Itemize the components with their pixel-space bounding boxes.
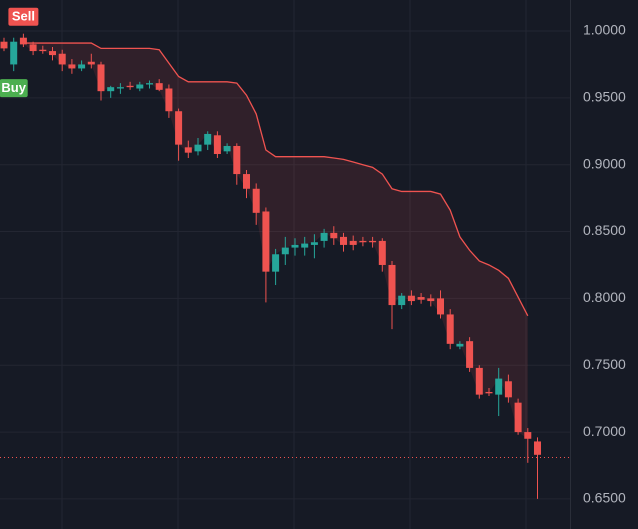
candle-body <box>514 402 522 433</box>
candle-body <box>456 343 464 347</box>
candle-body <box>146 83 153 85</box>
candle-body <box>194 144 202 152</box>
candle-body <box>524 432 532 439</box>
candle-body <box>87 61 95 65</box>
y-tick-label: 0.6500 <box>583 490 626 506</box>
candle-body <box>243 174 250 189</box>
candle-body <box>204 133 212 145</box>
candle-body <box>534 441 541 455</box>
candle-body <box>310 242 318 245</box>
candle-body <box>504 381 512 398</box>
candle-body <box>359 240 367 243</box>
y-tick-label: 0.8500 <box>583 222 626 238</box>
candle-body <box>223 145 231 152</box>
candle-body <box>155 83 163 90</box>
candle-body <box>165 88 173 112</box>
candle-body <box>495 378 503 395</box>
candle-body <box>417 297 425 300</box>
candle-body <box>349 240 357 245</box>
candle-body <box>369 240 377 243</box>
candle-body <box>184 147 192 153</box>
candle-body <box>407 295 415 302</box>
candle-body <box>49 51 56 56</box>
candle-body <box>68 64 76 69</box>
candle-body <box>446 314 454 344</box>
candle-body <box>252 188 260 213</box>
candle-body <box>213 135 221 155</box>
candle-body <box>116 87 124 89</box>
candle-body <box>340 236 347 245</box>
candle-body <box>281 247 289 255</box>
candle-body <box>126 85 134 88</box>
candle-body <box>330 232 338 239</box>
y-tick-label: 0.7500 <box>583 356 626 372</box>
candle-body <box>233 145 241 175</box>
candle-body <box>427 298 435 302</box>
y-tick-label: 0.8000 <box>583 289 626 305</box>
candle-body <box>58 53 66 65</box>
y-tick-label: 0.9000 <box>583 155 626 171</box>
band-line <box>23 42 529 317</box>
candle-body <box>466 341 474 368</box>
candle-body <box>97 64 105 92</box>
candle-body <box>378 240 386 265</box>
candle-body <box>262 211 270 272</box>
candle-body <box>388 264 396 306</box>
candle-body <box>291 244 299 248</box>
candle-body <box>437 298 444 315</box>
candle-body <box>19 37 27 45</box>
candle-body <box>78 64 86 69</box>
candle-body <box>10 41 18 65</box>
signal-label-box <box>8 7 39 26</box>
signal-label-box <box>0 79 28 98</box>
candle-body <box>301 243 309 248</box>
candle-body <box>398 295 406 306</box>
candle-body <box>475 367 483 395</box>
candle-body <box>485 391 493 394</box>
signal-label: Sell <box>12 9 35 24</box>
sell-signal: Sell <box>8 7 39 26</box>
candle-body <box>136 84 144 89</box>
y-tick-label: 0.7000 <box>583 423 626 439</box>
band-fill <box>23 43 528 439</box>
candle-body <box>39 49 47 52</box>
candle-body <box>29 44 37 52</box>
y-tick-label: 0.9500 <box>583 89 626 105</box>
candle-body <box>175 111 183 145</box>
candle-body <box>0 41 8 49</box>
candle-body <box>272 254 280 272</box>
candle-body <box>320 232 328 241</box>
candle-body <box>107 87 115 92</box>
y-tick-label: 1.0000 <box>583 22 626 38</box>
signal-label: Buy <box>1 80 26 95</box>
buy-signal: Buy <box>0 79 28 98</box>
